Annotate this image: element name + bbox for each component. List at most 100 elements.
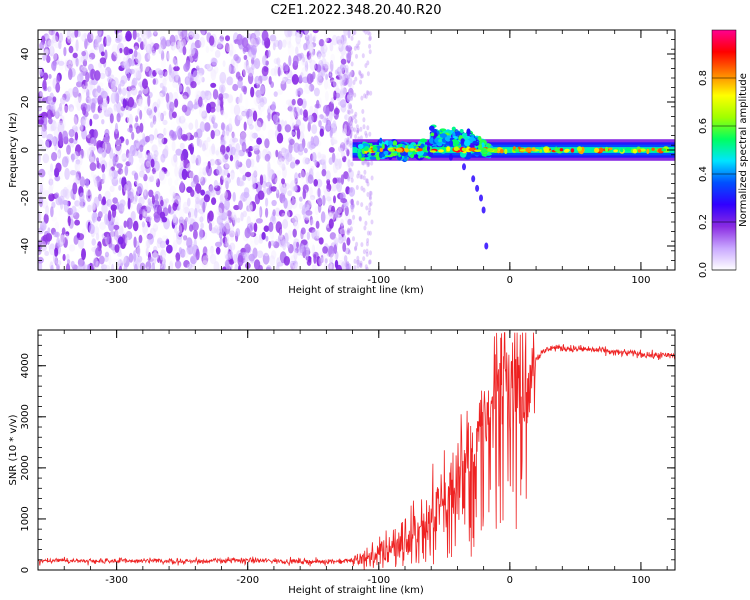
spectrogram-cell	[145, 261, 152, 270]
spectrogram-cell	[56, 237, 60, 247]
spectrogram-cell	[182, 201, 189, 213]
spectrogram-cell	[39, 71, 44, 77]
spectrogram-cell	[329, 257, 334, 265]
spectrogram-cell	[126, 113, 132, 124]
spectrogram-cell	[87, 32, 94, 43]
spectrogram-cell	[271, 101, 276, 113]
spectrogram-cell	[60, 189, 68, 198]
spectrogram-cell	[331, 81, 337, 88]
spectrogram-cell	[274, 207, 281, 217]
spectrogram-cell	[285, 99, 293, 106]
spectrogram-cell	[255, 218, 263, 224]
spectrogram-cell	[187, 197, 191, 207]
spectrogram-cell	[123, 184, 129, 193]
spectrogram-cell	[279, 145, 286, 155]
spectrogram-hotspot	[363, 146, 369, 152]
spectrogram-cell	[150, 158, 155, 168]
spectrogram-cell	[321, 52, 326, 58]
spectrogram-cell	[48, 248, 55, 258]
spectrogram-cell	[196, 191, 200, 204]
spectrogram-cell	[118, 265, 122, 270]
spectrogram-cell	[286, 242, 291, 249]
spectrogram-cell	[276, 89, 284, 95]
spectrogram-cell	[268, 76, 272, 85]
spectrogram-cell	[348, 228, 352, 234]
spectrogram-cell	[325, 37, 332, 44]
spectrogram-cell	[212, 122, 218, 129]
spectrogram-cell	[370, 175, 374, 181]
spectrogram-cell	[335, 84, 340, 94]
spectrogram-cell	[78, 124, 83, 132]
spectrogram-cell	[356, 173, 360, 179]
spectrogram-cell	[214, 49, 221, 58]
spectrogram-cell	[139, 109, 143, 120]
spectrogram-cell	[276, 158, 283, 165]
spectrogram-cell	[95, 232, 100, 241]
spectrogram-cell	[369, 156, 377, 160]
spectrogram-cell	[111, 51, 118, 62]
spectrogram-cell	[208, 247, 215, 258]
spectrogram-cell	[81, 248, 86, 261]
spectrogram-cell	[121, 87, 127, 97]
spectrogram-cell	[51, 136, 59, 145]
spectrogram-cell	[159, 240, 166, 249]
spectrogram-cell	[136, 98, 142, 111]
spectrogram-cell	[459, 129, 464, 134]
spectrogram-cell	[259, 174, 264, 186]
spectrogram-cell	[280, 77, 286, 85]
spectrogram-cell	[282, 239, 287, 251]
spectrogram-cell	[277, 150, 283, 163]
spectrogram-cell	[175, 71, 179, 81]
spectrogram-cell	[181, 104, 188, 113]
spectrogram-cell	[177, 30, 181, 36]
spectrogram-cell	[197, 96, 203, 108]
spectrogram-cell	[187, 263, 193, 270]
spectrogram-cell	[306, 73, 314, 85]
spectrogram-cell	[62, 253, 66, 262]
spectrogram-hotspot	[499, 148, 504, 154]
spectrogram-cell	[205, 140, 211, 149]
spectrogram-cell	[55, 162, 62, 173]
spectrogram-cell	[347, 159, 351, 168]
spectrogram-cell	[157, 92, 163, 99]
spectrogram-cell	[317, 152, 321, 159]
spectrogram-cell	[91, 202, 96, 210]
spectrogram-cell	[353, 45, 357, 51]
spectrogram-cell	[362, 117, 366, 123]
spectrogram-cell	[58, 195, 65, 205]
spectrogram-cell	[55, 109, 59, 118]
spectrogram-cell	[359, 126, 363, 132]
spectrogram-cell	[361, 53, 365, 59]
spectrogram-cell	[71, 61, 75, 70]
spectrogram-cell	[251, 63, 255, 71]
spectrogram-cell	[157, 134, 164, 146]
spectrogram-cell	[360, 185, 364, 191]
spectrogram-cell	[306, 231, 311, 241]
spectrogram-cell	[169, 101, 175, 113]
spectrogram-cell	[193, 131, 199, 138]
spectrogram-cell	[339, 147, 344, 154]
spectrogram-cell	[282, 218, 289, 229]
spectrogram-cell	[136, 132, 143, 142]
spectrogram-cell	[347, 123, 351, 129]
spectrogram-cell	[232, 191, 236, 202]
spectrogram-cell	[128, 48, 134, 54]
spectrogram-cell	[223, 186, 227, 197]
spectrogram-cell	[182, 234, 187, 246]
spectrogram-cell	[108, 158, 113, 168]
spectrogram-cell	[334, 158, 339, 167]
spectrogram-cell	[49, 180, 54, 191]
spectrogram-cell	[158, 92, 164, 105]
spectrogram-cell	[62, 130, 68, 142]
spectrogram-cell	[295, 33, 302, 45]
spectrogram-cell	[366, 238, 370, 243]
spectrogram-cell	[354, 76, 358, 82]
spectrogram-cell	[355, 241, 359, 247]
spectrogram-cell	[105, 141, 111, 154]
spectrogram-cell	[351, 202, 355, 208]
spectrogram-cell	[320, 92, 325, 102]
spectrogram-cell	[248, 253, 255, 262]
spectrogram-cell	[349, 123, 353, 129]
spectrogram-cell	[98, 255, 105, 265]
spectrogram-cell	[368, 207, 372, 213]
